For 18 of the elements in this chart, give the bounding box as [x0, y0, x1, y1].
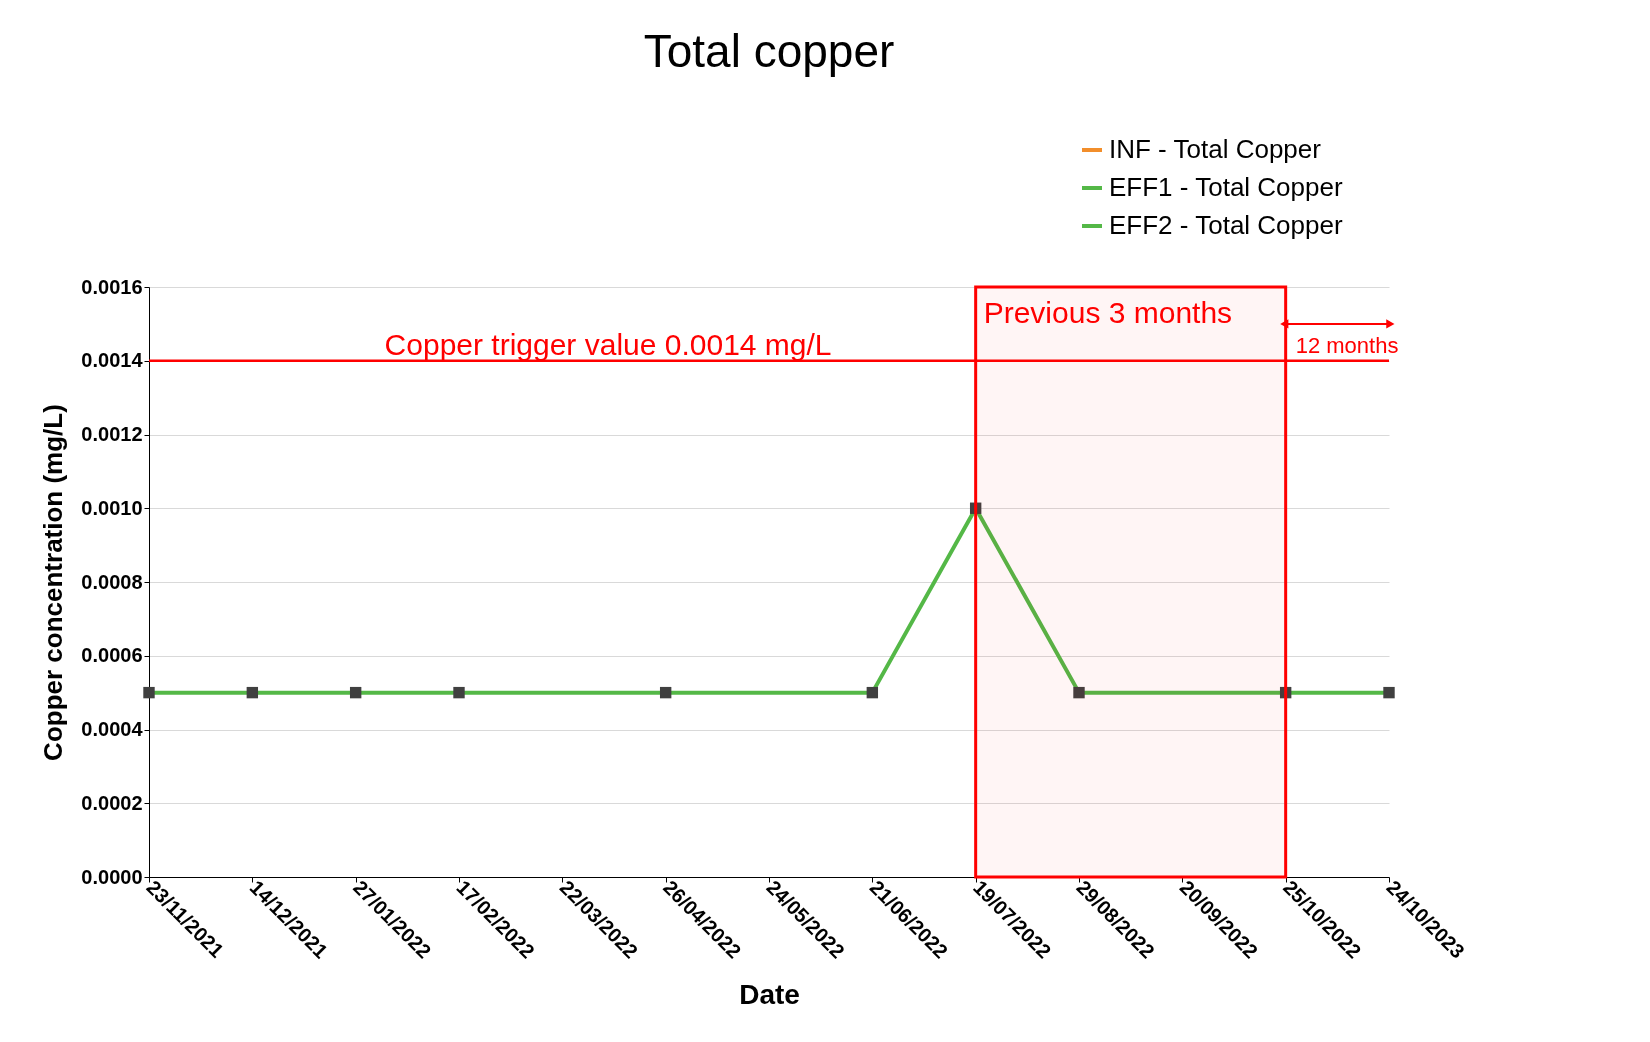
y-tick-label: 0.0010 — [81, 496, 143, 519]
legend-label: INF - Total Copper — [1109, 134, 1322, 164]
x-axis-title: Date — [739, 979, 800, 1011]
chart-title: Total copper — [643, 25, 895, 77]
y-tick-label: 0.0014 — [81, 349, 144, 372]
y-tick-label: 0.0012 — [81, 423, 143, 445]
ref-line-label: Copper trigger value 0.0014 mg/L — [384, 328, 832, 361]
annotation: 12 months — [1295, 332, 1399, 358]
y-tick-label: 0.0006 — [81, 644, 143, 667]
y-tick-label: 0.0004 — [81, 718, 144, 740]
legend-label: EFF1 - Total Copper — [1109, 172, 1343, 202]
y-axis-title: Copper concentration (mg/L) — [38, 404, 69, 761]
y-tick-label: 0.0002 — [81, 791, 143, 814]
y-tick-label: 0.0016 — [81, 275, 143, 298]
legend-label: EFF2 - Total Copper — [1109, 210, 1343, 240]
y-tick-label: 0.0008 — [81, 570, 143, 593]
y-tick-label: 0.0000 — [81, 865, 143, 888]
band-label: Previous 3 months — [983, 296, 1233, 329]
